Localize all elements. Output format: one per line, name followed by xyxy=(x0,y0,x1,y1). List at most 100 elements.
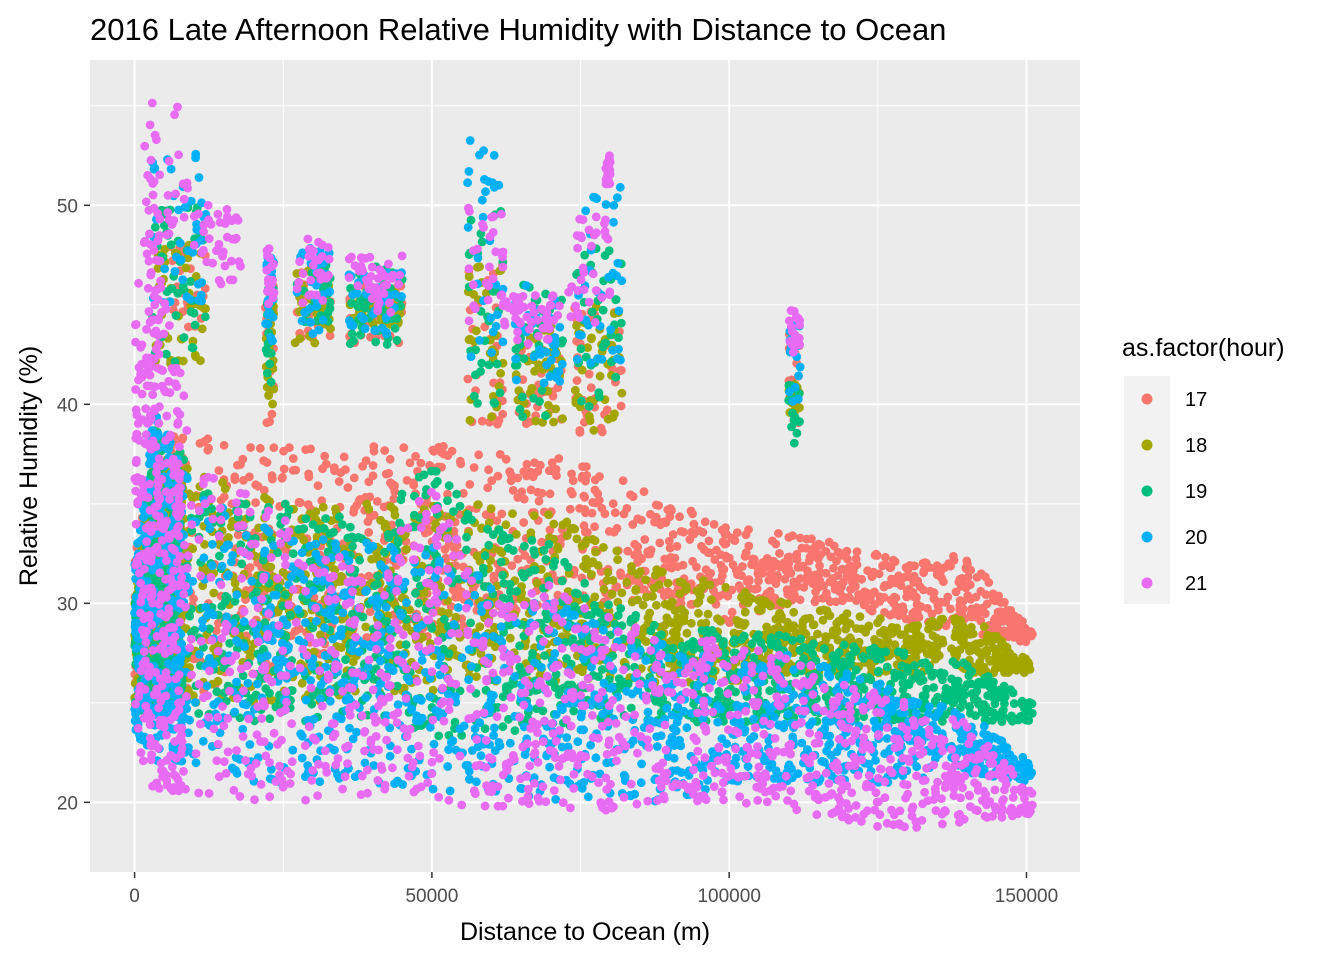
data-point xyxy=(364,571,374,581)
data-point xyxy=(219,492,229,502)
data-point xyxy=(892,623,902,633)
data-point xyxy=(744,592,754,602)
data-point xyxy=(551,404,561,414)
data-point xyxy=(844,593,854,602)
data-point xyxy=(382,617,392,626)
data-point xyxy=(955,574,965,584)
data-point xyxy=(888,609,898,619)
data-point xyxy=(347,532,357,542)
data-point xyxy=(967,612,976,622)
data-point xyxy=(262,495,272,504)
data-point xyxy=(513,473,522,483)
data-point xyxy=(473,262,482,272)
data-point xyxy=(220,484,230,494)
data-point xyxy=(568,523,578,533)
data-point xyxy=(602,575,612,585)
data-point xyxy=(898,672,907,682)
data-point xyxy=(579,491,589,501)
data-point xyxy=(996,607,1005,616)
data-point xyxy=(496,557,506,567)
data-point xyxy=(815,561,824,571)
data-point xyxy=(811,594,821,604)
data-point xyxy=(384,468,394,478)
data-point xyxy=(321,514,331,523)
data-point xyxy=(343,483,353,492)
data-point xyxy=(946,604,955,614)
data-point xyxy=(590,592,600,602)
data-point xyxy=(930,654,940,664)
data-point xyxy=(465,415,475,425)
data-point xyxy=(486,504,496,513)
data-point xyxy=(484,465,493,475)
data-point xyxy=(633,514,643,524)
data-point xyxy=(682,628,692,638)
data-point xyxy=(618,476,628,486)
data-point xyxy=(511,530,521,539)
data-point xyxy=(419,588,429,598)
data-point xyxy=(449,526,459,536)
data-point xyxy=(998,656,1008,666)
data-point xyxy=(854,590,863,599)
data-point xyxy=(1004,667,1014,676)
data-point xyxy=(804,556,814,566)
data-point xyxy=(655,538,665,548)
data-point xyxy=(829,563,838,573)
data-point xyxy=(310,338,320,348)
data-point xyxy=(566,487,576,496)
data-point xyxy=(641,575,651,585)
data-point xyxy=(474,500,483,510)
data-point xyxy=(677,641,687,651)
data-point xyxy=(820,644,829,654)
data-point xyxy=(315,630,325,640)
data-point xyxy=(505,467,515,476)
data-point xyxy=(616,571,626,580)
data-point xyxy=(259,485,269,495)
data-point xyxy=(285,443,294,452)
data-point xyxy=(189,594,198,604)
data-point xyxy=(907,674,917,684)
data-point xyxy=(197,324,207,334)
data-point xyxy=(697,541,706,551)
data-point xyxy=(277,473,287,483)
data-point xyxy=(672,542,682,551)
data-point xyxy=(1026,627,1036,636)
gridlines xyxy=(90,60,1080,872)
data-point xyxy=(577,541,587,551)
data-point xyxy=(487,476,497,485)
data-point xyxy=(481,288,491,298)
data-point xyxy=(706,595,716,604)
data-point xyxy=(890,640,900,650)
data-point xyxy=(627,562,636,571)
data-point xyxy=(831,597,841,607)
data-point xyxy=(361,622,371,632)
data-point xyxy=(948,698,958,708)
data-point xyxy=(697,583,707,593)
data-point xyxy=(838,551,847,560)
data-point xyxy=(676,527,686,536)
data-point xyxy=(291,465,301,475)
data-point xyxy=(265,688,274,698)
data-point xyxy=(962,556,972,566)
data-point xyxy=(459,488,468,498)
data-point xyxy=(918,559,928,568)
data-point xyxy=(966,595,976,604)
data-point xyxy=(237,559,247,569)
data-point xyxy=(245,472,254,482)
data-point xyxy=(591,547,600,557)
data-point xyxy=(1007,711,1016,721)
data-point xyxy=(185,611,195,621)
data-point xyxy=(688,509,697,519)
data-point xyxy=(795,645,805,655)
data-point xyxy=(288,454,298,463)
data-point xyxy=(668,589,678,599)
data-point xyxy=(365,492,375,502)
data-point xyxy=(480,551,490,561)
data-point xyxy=(349,504,359,514)
data-point xyxy=(994,644,1004,653)
data-point xyxy=(614,674,624,683)
data-point xyxy=(617,365,626,375)
data-point xyxy=(545,489,555,499)
data-point xyxy=(580,593,590,603)
data-point xyxy=(498,570,507,580)
